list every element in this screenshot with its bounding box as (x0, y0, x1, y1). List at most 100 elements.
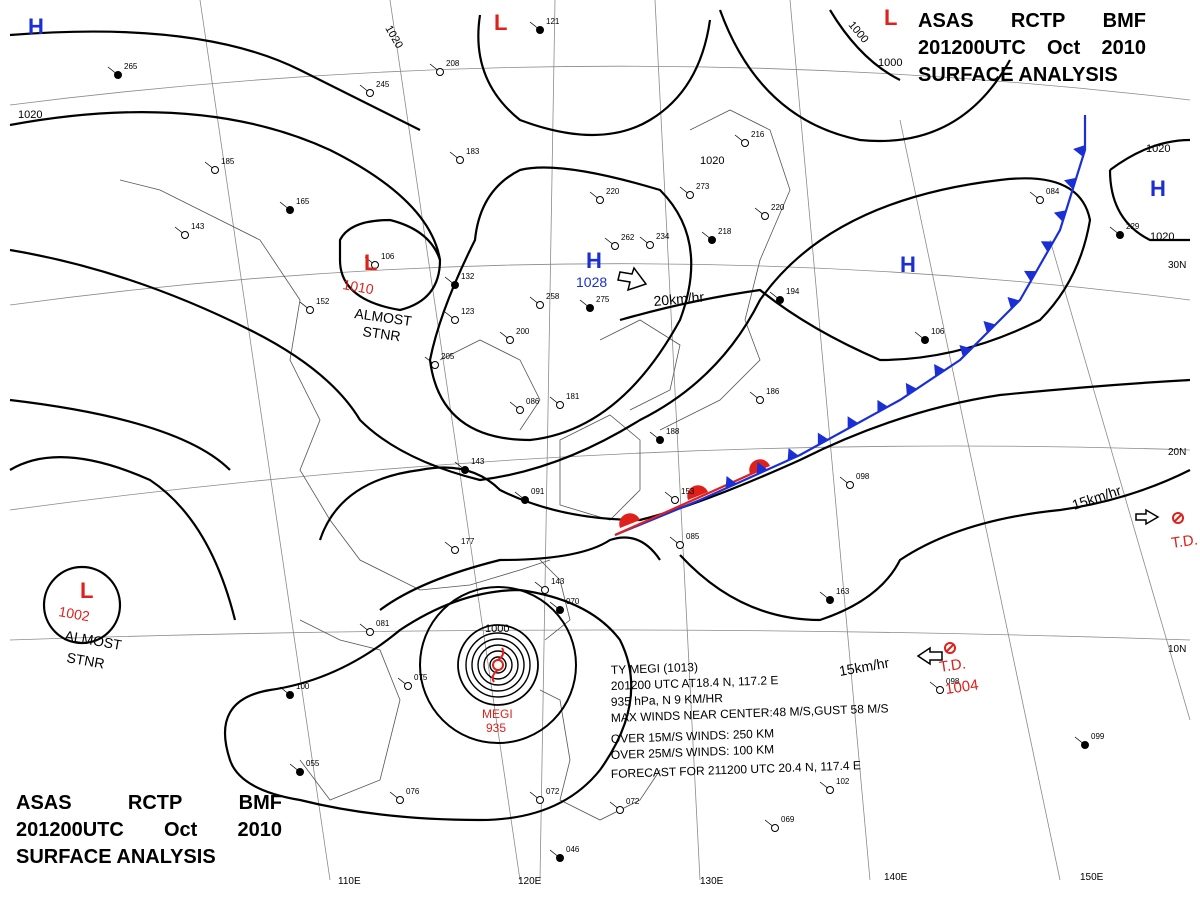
station-pressure: 069 (781, 815, 795, 824)
station-icon (826, 786, 834, 794)
station-plot: 188 (649, 427, 680, 444)
station-pressure: 081 (376, 619, 390, 628)
station-pressure: 143 (191, 222, 205, 231)
station-plot: 072 (609, 797, 640, 814)
cold-front-triangle (847, 416, 859, 429)
station-plot: 099 (1074, 732, 1105, 749)
station-plot: 208 (429, 59, 460, 76)
cold-front-triangle (1007, 296, 1020, 309)
station-pressure: 229 (1126, 222, 1140, 231)
station-plot: 106 (364, 252, 395, 269)
station-code: RCTP (127, 792, 183, 814)
pressure-centers: H H H H L L L L (28, 5, 1166, 603)
station-pressure: 091 (531, 487, 545, 496)
station-icon (556, 401, 564, 409)
station-plot: 086 (509, 397, 540, 414)
station-pressure: 152 (316, 297, 330, 306)
station-plot: 220 (589, 187, 620, 204)
station-pressure: 102 (836, 777, 850, 786)
lon-label: 130E (700, 876, 724, 887)
station-plot: 106 (914, 327, 945, 344)
cold-front-triangle (1073, 145, 1085, 157)
high-pressure-value: 1028 (576, 274, 607, 290)
station-pressure: 106 (931, 327, 945, 336)
td-pressure: 1004 (944, 676, 979, 697)
isobar-label: 1020 (1146, 143, 1170, 155)
station-pressure: 070 (566, 597, 580, 606)
station-icon (1116, 231, 1124, 239)
station-pressure: 258 (546, 292, 560, 301)
station-plot: 098 (929, 677, 960, 694)
arrow-icon (1135, 508, 1160, 526)
station-pressure: 072 (546, 787, 560, 796)
station-pressure: 100 (296, 682, 310, 691)
station-icon (396, 796, 404, 804)
station-icon (586, 304, 594, 312)
station-plot: 121 (529, 17, 560, 34)
product-code: BMF (238, 792, 282, 814)
station-icon (741, 139, 749, 147)
cold-front-triangle (1053, 210, 1067, 222)
station-pressure: 076 (406, 787, 420, 796)
isobar-label: 1020 (700, 155, 724, 167)
high-center: H (1150, 176, 1166, 201)
station-pressure: 075 (414, 673, 428, 682)
station-pressure: 143 (551, 577, 565, 586)
station-icon (436, 68, 444, 76)
high-center: H (28, 14, 44, 39)
graticule-labels: 110E 120E 130E 140E 150E 30N 20N 10N (338, 260, 1186, 887)
typhoon-info-line: 201200 UTC AT18.4 N, 117.2 E (611, 673, 779, 693)
typhoon-info-line: OVER 15M/S WINDS: 250 KM (611, 726, 775, 746)
station-icon (536, 301, 544, 309)
valid-year: 2010 (237, 819, 283, 841)
cold-front-triangle (1024, 270, 1037, 282)
high-center: H (586, 248, 602, 273)
svg-text:ALMOST: ALMOST (354, 305, 414, 329)
cold-front (614, 115, 1087, 537)
station-icon (451, 546, 459, 554)
station-icon (286, 206, 294, 214)
station-plot: 076 (389, 787, 420, 804)
low-center: L (884, 5, 897, 30)
lon-label: 120E (518, 876, 542, 887)
station-pressure: 205 (441, 352, 455, 361)
isobar-label: 1020 (18, 109, 42, 121)
typhoon-isobars (419, 586, 577, 744)
station-icon (686, 191, 694, 199)
cold-front-triangle (787, 448, 799, 461)
station-plot: 262 (604, 233, 635, 250)
td-label: T.D. (938, 655, 967, 676)
svg-text:15km/hr: 15km/hr (838, 654, 891, 679)
station-plot: 072 (529, 787, 560, 804)
station-plot: 098 (839, 472, 870, 489)
station-pressure: 084 (1046, 187, 1060, 196)
cold-front-triangle (983, 320, 996, 334)
station-code: RCTP (1010, 10, 1066, 32)
agency-code: ASAS (918, 10, 974, 32)
station-plot: 100 (279, 682, 310, 699)
svg-text:15km/hr: 15km/hr (1070, 482, 1123, 513)
cold-front-triangle (959, 345, 972, 358)
low-pressure-value: 1002 (57, 603, 91, 624)
station-pressure: 185 (221, 157, 235, 166)
station-pressure: 218 (718, 227, 732, 236)
station-pressure: 200 (516, 327, 530, 336)
cold-front-triangle (934, 364, 946, 377)
warm-front-segment (614, 459, 770, 537)
graticule (9, 0, 1191, 881)
station-pressure: 262 (621, 233, 635, 242)
low-center: L (494, 10, 507, 35)
station-plot: 143 (174, 222, 205, 239)
station-icon (516, 406, 524, 414)
arrow-icon (617, 266, 648, 292)
coastlines (119, 109, 791, 821)
station-plot: 046 (549, 845, 580, 862)
station-plots: 265 245 208 121 185 183 165 106 152 132 123 205 143 2… (107, 17, 1140, 862)
low-center: L (364, 250, 377, 275)
typhoon-info-line: FORECAST FOR 211200 UTC 20.4 N, 117.4 E (611, 758, 861, 781)
station-icon (461, 466, 469, 474)
station-plot: 177 (444, 537, 475, 554)
station-icon (451, 281, 459, 289)
lat-label: 30N (1168, 260, 1186, 271)
